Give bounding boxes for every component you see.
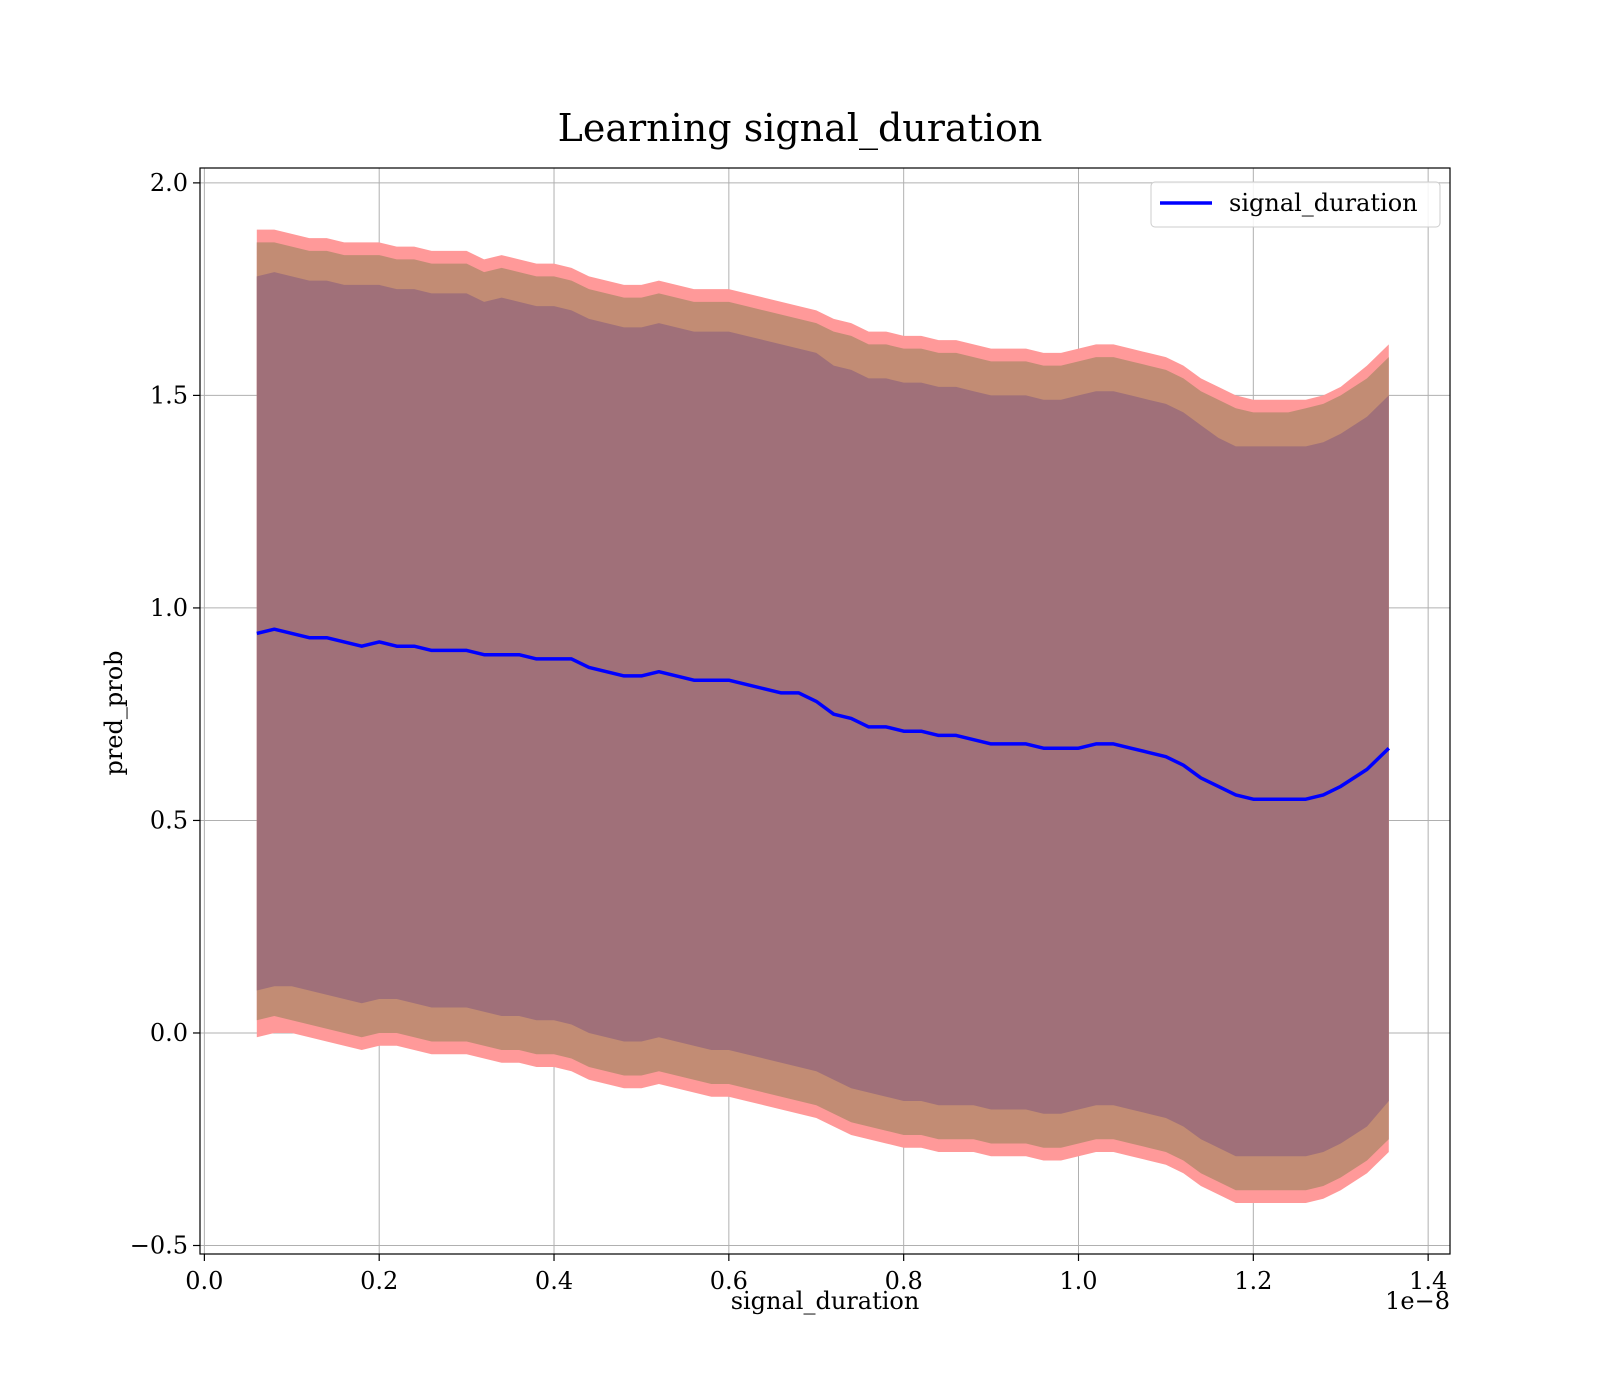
x-tick-label: 1.4 — [1409, 1267, 1447, 1295]
y-tick-label: 1.0 — [150, 594, 188, 622]
y-axis-label: pred_prob — [100, 650, 128, 775]
x-tick-label: 0.0 — [185, 1267, 223, 1295]
legend: signal_duration — [1150, 181, 1441, 228]
series-lines — [256, 627, 1391, 801]
x-tick-label: 0.4 — [535, 1267, 573, 1295]
y-tick-label: 0.0 — [150, 1019, 188, 1047]
chart-title: Learning signal_duration — [558, 106, 1043, 151]
y-tick-label: 1.5 — [150, 381, 188, 409]
x-axis-label: signal_duration — [731, 1287, 920, 1315]
legend-label: signal_duration — [1229, 189, 1418, 217]
x-tick-label: 0.6 — [710, 1267, 748, 1295]
y-tick-label: 2.0 — [150, 169, 188, 197]
band-inner — [256, 272, 1389, 1157]
series-line — [256, 627, 1391, 801]
x-axis-ticks: 0.0 0.2 0.4 0.6 0.8 1.0 1.2 1.4 — [185, 1254, 1447, 1295]
x-tick-label: 1.0 — [1059, 1267, 1097, 1295]
y-tick-label: 0.5 — [150, 806, 188, 834]
confidence-bands — [256, 229, 1389, 1204]
x-tick-label: 0.8 — [885, 1267, 923, 1295]
legend-box — [1150, 181, 1441, 228]
y-axis-ticks: −0.5 0.0 0.5 1.0 1.5 2.0 — [130, 169, 200, 1259]
x-axis-offset-text: 1e−8 — [1385, 1287, 1450, 1315]
y-tick-label: −0.5 — [130, 1231, 188, 1259]
x-tick-label: 1.2 — [1234, 1267, 1272, 1295]
plot-frame — [199, 167, 1451, 1255]
x-tick-label: 0.2 — [360, 1267, 398, 1295]
